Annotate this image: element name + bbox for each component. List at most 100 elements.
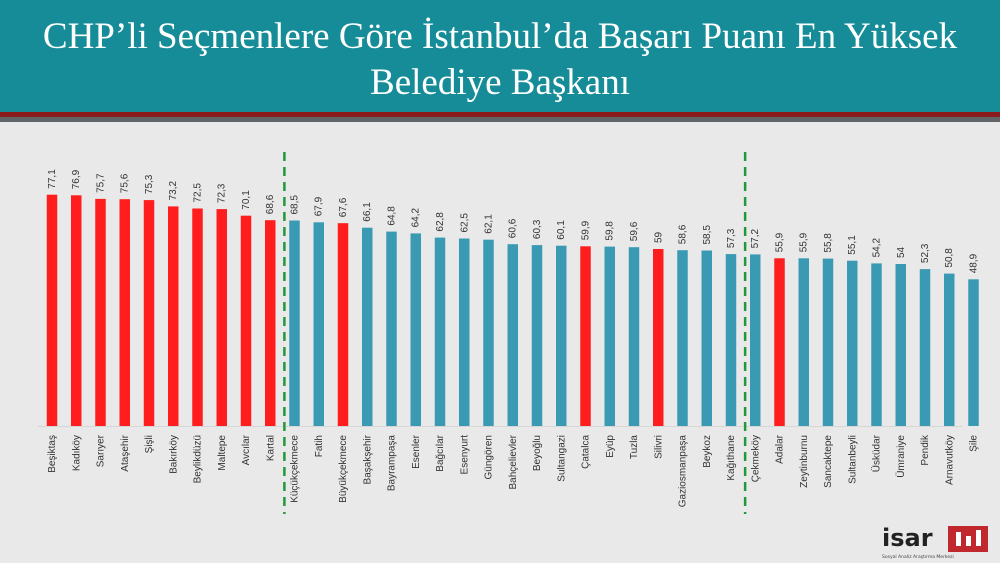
header-grey-stripe	[0, 117, 1000, 122]
category-label: Beykoz	[702, 435, 713, 468]
category-label: Eyüp	[605, 435, 616, 458]
data-label: 72,5	[193, 183, 204, 203]
bar	[265, 220, 276, 426]
category-label: Gaziosmanpaşa	[678, 435, 689, 508]
data-label: 54	[896, 246, 907, 258]
category-label: Adalar	[775, 434, 786, 464]
bar	[653, 249, 664, 426]
data-label: 62,1	[484, 214, 495, 234]
bar	[725, 254, 737, 426]
bar	[119, 199, 130, 426]
bar-chart: 77,1 Beşiktaş 76,9 Kadıköy 75,7 Sarıyer 75,6 At…	[38, 152, 980, 514]
bar	[95, 198, 106, 426]
bar	[46, 194, 58, 426]
bar	[604, 246, 615, 426]
bar	[677, 250, 688, 426]
data-label: 60,6	[508, 218, 519, 238]
bar	[701, 250, 712, 426]
data-label: 55,1	[847, 235, 858, 255]
category-label: Bahçelievler	[508, 434, 519, 489]
data-label: 54,2	[872, 237, 883, 257]
category-label: Büyükçekmece	[338, 435, 349, 503]
bar	[410, 233, 421, 426]
data-label: 59,6	[629, 221, 640, 241]
bar	[192, 208, 203, 426]
category-label: Kartal	[265, 435, 276, 461]
data-label: 73,2	[168, 180, 179, 200]
category-label: Bakırköy	[168, 435, 179, 474]
data-label: 55,9	[775, 232, 786, 252]
bar	[919, 269, 931, 426]
category-label: Üsküdar	[871, 434, 883, 472]
bar	[289, 220, 300, 426]
data-label: 59,9	[581, 220, 592, 240]
category-label: Ümraniye	[895, 435, 907, 478]
bar	[362, 227, 373, 426]
bar	[240, 215, 252, 426]
data-label: 67,6	[338, 197, 349, 217]
bar	[628, 247, 640, 426]
category-label: Kadıköy	[71, 435, 82, 471]
category-label: Şişli	[144, 435, 155, 453]
data-label: 75,7	[96, 173, 107, 193]
data-label: 68,6	[265, 194, 276, 214]
title-banner: CHP’li Seçmenlere Göre İstanbul’da Başar…	[0, 0, 1000, 112]
bar	[750, 254, 761, 426]
logo-tagline: Sosyal Analiz Araştırma Merkezi	[882, 554, 954, 560]
header-red-stripe	[0, 112, 1000, 117]
data-label: 55,8	[823, 233, 834, 253]
category-label: Bağcılar	[435, 434, 446, 471]
category-label: Beylikdüzü	[193, 435, 204, 483]
category-label: Çekmeköy	[750, 435, 761, 482]
category-label: Silivri	[653, 435, 664, 459]
bar	[944, 273, 955, 426]
bar	[847, 260, 858, 426]
bar	[507, 244, 518, 426]
bar	[968, 279, 979, 426]
bar	[168, 206, 179, 426]
data-label: 64,8	[387, 206, 398, 226]
category-label: Bayrampaşa	[387, 435, 398, 492]
data-label: 48,9	[969, 253, 980, 273]
data-label: 57,3	[726, 228, 737, 248]
bar	[774, 258, 785, 426]
data-label: 60,3	[532, 219, 543, 239]
category-label: Sancaktepe	[823, 435, 834, 488]
category-label: Güngören	[484, 435, 495, 479]
data-label: 55,9	[799, 232, 810, 252]
category-label: Sultangazi	[556, 435, 567, 482]
category-label: Şile	[969, 435, 980, 452]
bar	[434, 237, 446, 426]
category-label: Kağıthane	[726, 435, 737, 481]
data-label: 67,9	[314, 196, 325, 216]
category-label: Tuzla	[629, 435, 640, 460]
data-label: 57,2	[750, 228, 761, 248]
data-label: 66,1	[362, 202, 373, 222]
bar	[580, 246, 591, 426]
bar	[483, 239, 494, 426]
bar	[822, 258, 834, 426]
category-label: Sultanbeyli	[847, 435, 858, 484]
bar	[871, 263, 882, 426]
category-label: Fatih	[314, 435, 325, 457]
category-label: Zeytinburnu	[799, 435, 810, 488]
data-label: 60,1	[556, 220, 567, 240]
data-label: 75,6	[120, 173, 131, 193]
data-label: 75,3	[144, 174, 155, 194]
data-label: 64,2	[411, 207, 422, 227]
bar	[386, 231, 397, 426]
bar	[531, 245, 543, 426]
data-label: 72,3	[217, 183, 228, 203]
category-label: Pendik	[920, 434, 931, 466]
bar	[216, 209, 227, 426]
chart-title: CHP’li Seçmenlere Göre İstanbul’da Başar…	[42, 16, 958, 103]
data-label: 52,3	[920, 243, 931, 263]
category-label: Ataşehir	[120, 434, 131, 471]
data-label: 58,6	[678, 224, 689, 244]
bar	[556, 245, 567, 426]
data-label: 62,5	[459, 213, 470, 233]
category-label: Beyoğlu	[532, 435, 543, 471]
data-label: 58,5	[702, 225, 713, 245]
category-label: Başakşehir	[362, 434, 373, 484]
category-label: Çatalca	[581, 435, 592, 469]
